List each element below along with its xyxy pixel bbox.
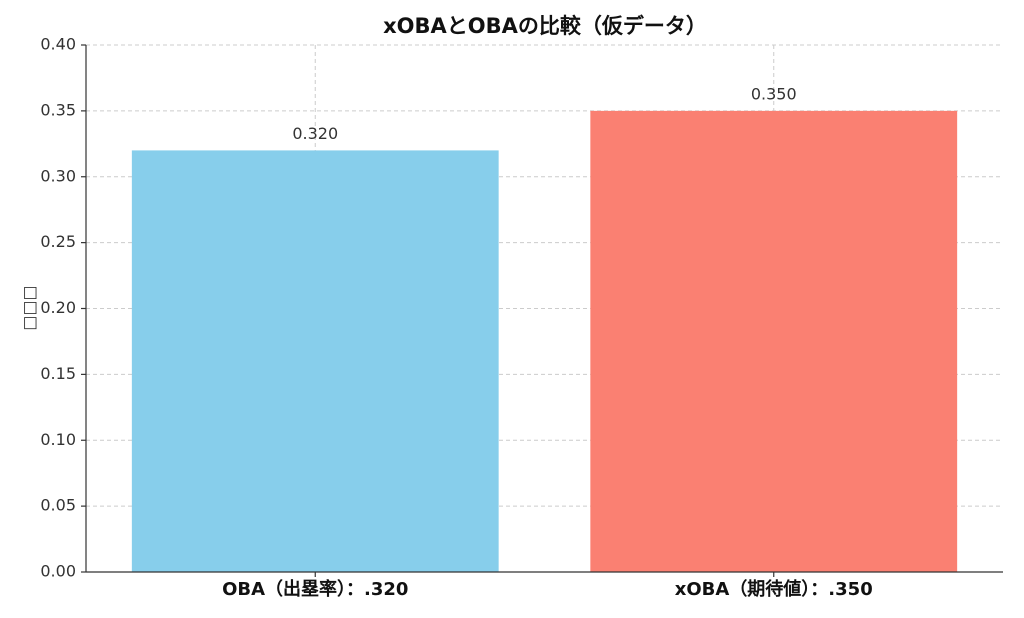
y-tick-label: 0.30 <box>40 166 76 185</box>
bar <box>131 150 499 572</box>
y-tick-label: 0.10 <box>40 430 76 449</box>
x-tick-label: xOBA（期待値）：.350 <box>675 578 873 600</box>
y-axis-label: □□□ <box>20 285 39 330</box>
value-label: 0.350 <box>751 84 797 103</box>
bar <box>590 110 958 572</box>
y-tick-label: 0.15 <box>40 364 76 383</box>
y-tick-label: 0.00 <box>40 562 76 581</box>
y-tick-label: 0.35 <box>40 100 76 119</box>
y-tick-label: 0.20 <box>40 298 76 317</box>
y-tick-label: 0.25 <box>40 232 76 251</box>
y-tick-label: 0.40 <box>40 35 76 54</box>
value-label: 0.320 <box>292 124 338 143</box>
chart-title: xOBAとOBAの比較（仮データ） <box>383 14 707 38</box>
x-tick-label: OBA（出塁率）：.320 <box>222 578 408 600</box>
y-tick-label: 0.05 <box>40 496 76 515</box>
